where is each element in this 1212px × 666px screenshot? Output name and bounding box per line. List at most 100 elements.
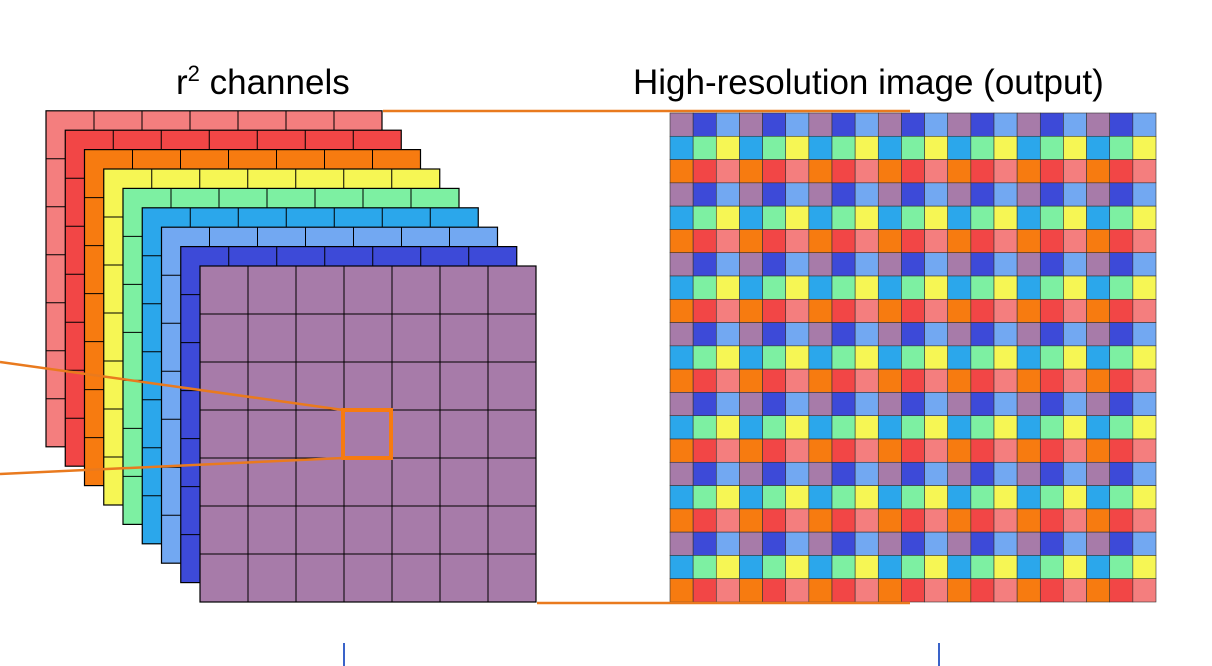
output-pixel xyxy=(924,112,949,137)
output-pixel xyxy=(1016,531,1041,556)
output-pixel xyxy=(1086,229,1111,254)
output-pixel xyxy=(993,275,1018,300)
output-pixel xyxy=(831,485,856,510)
output-pixel xyxy=(785,275,810,300)
output-pixel xyxy=(715,229,740,254)
output-pixel xyxy=(1132,252,1157,277)
output-pixel xyxy=(993,485,1018,510)
output-pixel xyxy=(1086,252,1111,277)
output-pixel xyxy=(924,392,949,417)
output-pixel xyxy=(739,182,763,207)
output-pixel xyxy=(1086,112,1111,137)
output-pixel xyxy=(1063,368,1087,393)
output-pixel xyxy=(692,229,717,254)
output-pixel xyxy=(947,578,972,603)
output-pixel xyxy=(877,461,902,486)
channels-label: r2 channels xyxy=(176,63,350,101)
pointer-line-lower xyxy=(0,456,344,476)
output-pixel xyxy=(669,112,694,137)
output-pixel xyxy=(1063,438,1087,463)
output-pixel xyxy=(854,485,879,510)
output-pixel xyxy=(924,531,949,556)
output-pixel xyxy=(1132,182,1157,207)
output-pixel xyxy=(993,205,1018,230)
output-pixel xyxy=(970,298,995,323)
output-pixel xyxy=(692,159,717,184)
output-pixel xyxy=(947,345,972,370)
output-pixel xyxy=(947,229,972,254)
output-pixel xyxy=(762,461,787,486)
output-pixel xyxy=(715,135,740,160)
output-pixel xyxy=(715,415,740,440)
output-pixel xyxy=(947,159,972,184)
output-pixel xyxy=(924,415,949,440)
output-pixel xyxy=(831,322,856,347)
output-pixel xyxy=(808,345,833,370)
output-pixel xyxy=(762,485,787,510)
output-pixel xyxy=(808,555,833,580)
output-pixel xyxy=(924,438,949,463)
output-pixel xyxy=(1132,275,1157,300)
output-pixel xyxy=(970,182,995,207)
output-pixel xyxy=(785,461,810,486)
output-pixel xyxy=(993,252,1018,277)
output-pixel xyxy=(808,438,833,463)
output-pixel xyxy=(1063,578,1087,603)
output-pixel xyxy=(762,135,787,160)
output-pixel xyxy=(669,159,694,184)
output-pixel xyxy=(1039,298,1064,323)
output-pixel xyxy=(1016,555,1041,580)
output-pixel xyxy=(1109,461,1134,486)
output-pixel xyxy=(808,368,833,393)
output-pixel xyxy=(1086,368,1111,393)
output-pixel xyxy=(762,508,787,533)
output-pixel xyxy=(1016,578,1041,603)
output-pixel xyxy=(808,298,833,323)
output-pixel xyxy=(762,555,787,580)
output-pixel xyxy=(993,368,1018,393)
output-pixel xyxy=(785,182,810,207)
output-pixel xyxy=(1086,508,1111,533)
output-pixel xyxy=(808,205,833,230)
output-pixel xyxy=(808,578,833,603)
output-pixel xyxy=(762,392,787,417)
output-pixel xyxy=(854,345,879,370)
output-pixel xyxy=(1109,415,1134,440)
output-pixel xyxy=(970,322,995,347)
output-pixel xyxy=(1039,392,1064,417)
output-pixel xyxy=(1016,368,1041,393)
output-pixel xyxy=(831,461,856,486)
output-pixel xyxy=(877,112,902,137)
output-pixel xyxy=(785,415,810,440)
output-pixel xyxy=(739,135,763,160)
output-pixel xyxy=(715,252,740,277)
output-pixel xyxy=(970,275,995,300)
output-pixel xyxy=(785,508,810,533)
output-pixel xyxy=(947,392,972,417)
output-pixel xyxy=(1016,275,1041,300)
output-pixel xyxy=(715,159,740,184)
output-pixel xyxy=(715,182,740,207)
channel-stack xyxy=(45,110,537,603)
output-pixel xyxy=(739,531,763,556)
output-pixel xyxy=(808,485,833,510)
output-pixel xyxy=(1109,578,1134,603)
highlight-cell xyxy=(341,408,393,460)
output-pixel xyxy=(715,322,740,347)
output-pixel xyxy=(785,205,810,230)
output-pixel xyxy=(692,275,717,300)
output-pixel xyxy=(947,531,972,556)
output-pixel xyxy=(1039,275,1064,300)
output-pixel xyxy=(739,159,763,184)
output-pixel xyxy=(762,275,787,300)
output-pixel xyxy=(1109,438,1134,463)
output-pixel xyxy=(669,531,694,556)
output-pixel xyxy=(831,531,856,556)
output-pixel xyxy=(692,345,717,370)
output-pixel xyxy=(970,135,995,160)
output-pixel xyxy=(1063,415,1087,440)
output-pixel xyxy=(854,182,879,207)
output-pixel xyxy=(924,485,949,510)
output-pixel xyxy=(1039,112,1064,137)
output-pixel xyxy=(1109,485,1134,510)
